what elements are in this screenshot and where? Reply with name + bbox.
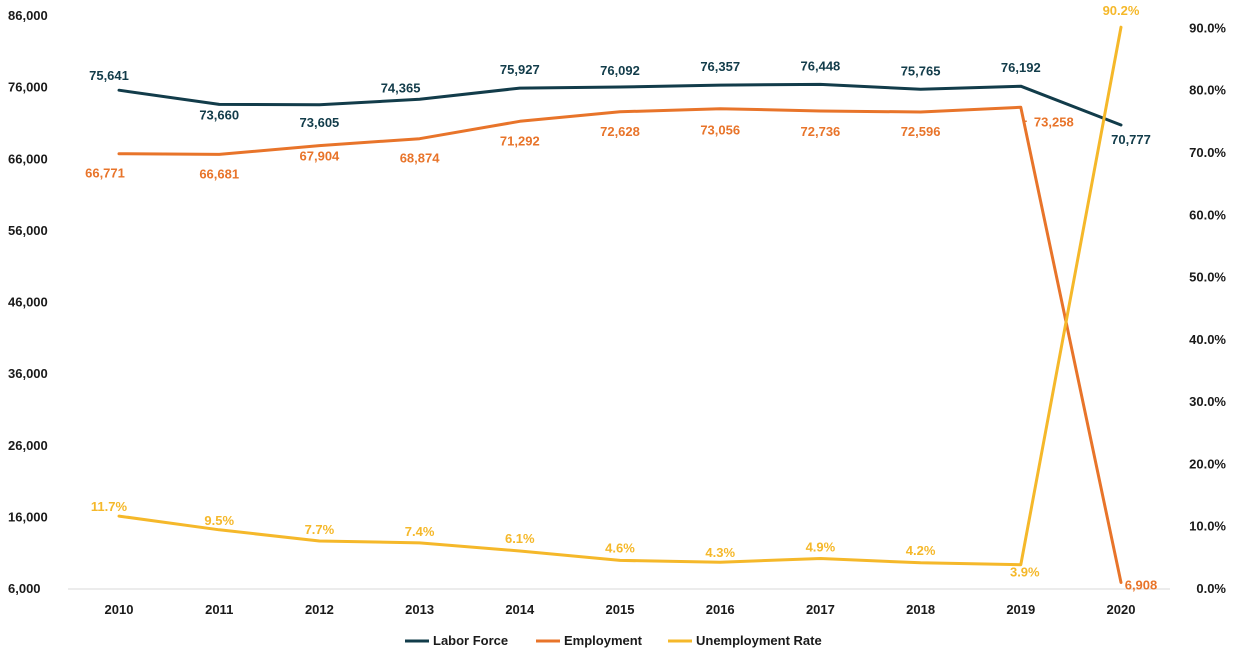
y-right-tick-label: 90.0% bbox=[1189, 20, 1226, 35]
y-right-tick-label: 30.0% bbox=[1189, 394, 1226, 409]
unemployment-rate-line bbox=[117, 25, 1123, 567]
unemployment-rate-data-label: 7.7% bbox=[305, 522, 335, 537]
y-right-tick-label: 80.0% bbox=[1189, 83, 1226, 98]
labor-force-data-label: 76,092 bbox=[600, 63, 640, 78]
data-labels: 75,641 73,660 73,605 74,365 75,927 76,092 76,3… bbox=[85, 3, 1157, 592]
employment-data-label: 73,258 bbox=[1034, 114, 1074, 129]
labor-force-data-label: 73,605 bbox=[300, 115, 340, 130]
y-left-tick-label: 86,000 bbox=[8, 8, 48, 23]
unemployment-rate-data-label: 9.5% bbox=[204, 513, 234, 528]
unemployment-rate-data-label: 4.3% bbox=[705, 545, 735, 560]
y-right-tick-label: 40.0% bbox=[1189, 332, 1226, 347]
employment-data-label: 72,736 bbox=[801, 124, 841, 139]
y-right-tick-label: 10.0% bbox=[1189, 519, 1226, 534]
unemployment-rate-data-label: 4.9% bbox=[806, 539, 836, 554]
labor-force-line bbox=[117, 82, 1123, 127]
y-right-tick-label: 60.0% bbox=[1189, 207, 1226, 222]
unemployment-rate-data-label: 4.2% bbox=[906, 543, 936, 558]
y-left-tick-label: 6,000 bbox=[8, 581, 41, 596]
y-right-tick-label: 50.0% bbox=[1189, 270, 1226, 285]
x-tick-label: 2015 bbox=[606, 602, 635, 617]
labor-force-data-label: 75,641 bbox=[89, 68, 129, 83]
x-tick-label: 2014 bbox=[505, 602, 535, 617]
x-tick-label: 2018 bbox=[906, 602, 935, 617]
labor-force-data-label: 70,777 bbox=[1111, 132, 1151, 147]
y-left-tick-label: 56,000 bbox=[8, 223, 48, 238]
unemployment-rate-data-label: 11.7% bbox=[91, 499, 128, 514]
x-axis: 2010 2011 2012 2013 2014 2015 2016 2017 2018 2019… bbox=[105, 602, 1136, 617]
labor-force-data-label: 76,192 bbox=[1001, 60, 1041, 75]
employment-data-label: 66,681 bbox=[199, 166, 239, 181]
x-tick-label: 2017 bbox=[806, 602, 835, 617]
labor-force-data-label: 74,365 bbox=[381, 80, 421, 95]
y-left-tick-label: 76,000 bbox=[8, 80, 48, 95]
series-lines bbox=[117, 25, 1123, 584]
x-tick-label: 2016 bbox=[706, 602, 735, 617]
unemployment-rate-legend-label: Unemployment Rate bbox=[696, 633, 822, 648]
labor-force-data-label: 75,765 bbox=[901, 63, 941, 78]
employment-data-label: 72,596 bbox=[901, 124, 941, 139]
employment-data-label: 6,908 bbox=[1125, 577, 1158, 592]
y-right-tick-label: 20.0% bbox=[1189, 456, 1226, 471]
x-tick-label: 2010 bbox=[105, 602, 134, 617]
x-tick-label: 2019 bbox=[1006, 602, 1035, 617]
x-tick-label: 2013 bbox=[405, 602, 434, 617]
y-left-tick-label: 36,000 bbox=[8, 366, 48, 381]
labor-force-data-label: 73,660 bbox=[199, 107, 239, 122]
y-right-tick-label: 0.0% bbox=[1196, 581, 1226, 596]
unemployment-rate-data-label: 4.6% bbox=[605, 540, 635, 555]
unemployment-rate-data-label: 7.4% bbox=[405, 524, 435, 539]
y-left-tick-label: 66,000 bbox=[8, 151, 48, 166]
employment-data-label: 68,874 bbox=[400, 151, 441, 166]
left-axis: 6,000 16,000 26,000 36,000 46,000 56,000 66,00… bbox=[8, 8, 48, 596]
employment-data-label: 67,904 bbox=[300, 149, 341, 164]
x-tick-label: 2020 bbox=[1107, 602, 1136, 617]
y-left-tick-label: 26,000 bbox=[8, 438, 48, 453]
x-tick-label: 2011 bbox=[205, 602, 233, 617]
employment-data-label: 72,628 bbox=[600, 124, 640, 139]
y-right-tick-label: 70.0% bbox=[1189, 145, 1226, 160]
labor-force-data-label: 76,448 bbox=[801, 58, 841, 73]
employment-line bbox=[117, 105, 1123, 584]
employment-data-label: 66,771 bbox=[85, 166, 125, 181]
labor-force-data-label: 75,927 bbox=[500, 62, 540, 77]
x-tick-label: 2012 bbox=[305, 602, 334, 617]
unemployment-rate-data-label: 6.1% bbox=[505, 531, 535, 546]
y-left-tick-label: 16,000 bbox=[8, 509, 48, 524]
labor-force-legend-label: Labor Force bbox=[433, 633, 508, 648]
unemployment-rate-data-label: 90.2% bbox=[1103, 3, 1140, 18]
legend: Labor Force Employment Unemployment Rate bbox=[405, 633, 822, 648]
unemployment-rate-data-label: 3.9% bbox=[1010, 565, 1040, 580]
employment-legend-label: Employment bbox=[564, 633, 643, 648]
employment-data-label: 71,292 bbox=[500, 133, 540, 148]
labor-force-data-label: 76,357 bbox=[700, 59, 740, 74]
employment-data-label: 73,056 bbox=[700, 123, 740, 138]
y-left-tick-label: 46,000 bbox=[8, 295, 48, 310]
right-axis: 0.0% 10.0% 20.0% 30.0% 40.0% 50.0% 60.0% 70.0% 8… bbox=[1189, 20, 1226, 596]
